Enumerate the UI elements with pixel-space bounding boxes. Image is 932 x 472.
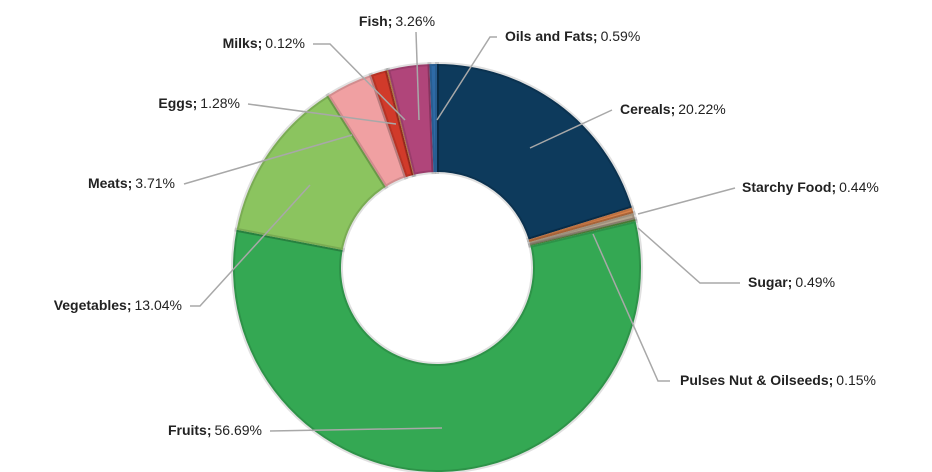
slice-value: 56.69%: [215, 422, 262, 438]
slice-name: Sugar;: [748, 274, 792, 290]
slice-name: Fruits;: [168, 422, 212, 438]
slice: [527, 216, 638, 249]
leader-line: [592, 233, 670, 382]
slice-value: 3.71%: [135, 175, 175, 191]
slice-value: 3.26%: [395, 13, 435, 29]
slice-name: Starchy Food;: [742, 179, 836, 195]
slice-value: 20.22%: [678, 101, 725, 117]
slice-value: 0.49%: [795, 274, 835, 290]
slice-label: Sugar; 0.49%: [748, 274, 835, 290]
slice-name: Eggs;: [158, 95, 197, 111]
leader-line: [529, 109, 613, 149]
slice-label: Fish; 3.26%: [359, 13, 435, 29]
slice-name: Pulses Nut & Oilseeds;: [680, 372, 833, 388]
leader-line: [190, 184, 311, 307]
slice: [325, 72, 409, 190]
slice-label: Cereals; 20.22%: [620, 101, 726, 117]
slice-value: 0.44%: [839, 179, 879, 195]
leader-line: [637, 187, 736, 215]
slice-value: 0.59%: [601, 28, 641, 44]
slice-name: Vegetables;: [54, 297, 132, 313]
slice-label: Vegetables; 13.04%: [54, 297, 182, 313]
slice-value: 1.28%: [200, 95, 240, 111]
leader-line: [183, 134, 353, 185]
leader-line: [415, 31, 420, 121]
slice: [385, 62, 436, 178]
slice-name: Milks;: [223, 35, 263, 51]
slice: [427, 61, 439, 175]
slice-label: Starchy Food; 0.44%: [742, 179, 879, 195]
leader-line: [436, 36, 497, 121]
slice: [384, 67, 417, 178]
slice-label: Eggs; 1.28%: [158, 95, 240, 111]
slice-label: Milks; 0.12%: [223, 35, 305, 51]
leader-line: [247, 103, 397, 125]
leader-line: [313, 43, 406, 121]
slice: [435, 61, 635, 243]
slice-name: Fish;: [359, 13, 392, 29]
slice-value: 0.12%: [265, 35, 305, 51]
slice-label: Fruits; 56.69%: [168, 422, 262, 438]
slice-label: Meats; 3.71%: [88, 175, 175, 191]
slice-value: 13.04%: [135, 297, 182, 313]
slice-value: 0.15%: [836, 372, 876, 388]
leader-line: [269, 427, 443, 432]
slice: [234, 92, 389, 253]
slice: [526, 205, 636, 245]
slice: [231, 218, 643, 472]
slice-label: Pulses Nut & Oilseeds; 0.15%: [680, 372, 876, 388]
slice-name: Cereals;: [620, 101, 675, 117]
slice-label: Oils and Fats; 0.59%: [505, 28, 640, 44]
leader-line: [637, 227, 740, 284]
slice-name: Meats;: [88, 175, 132, 191]
slice-name: Oils and Fats;: [505, 28, 598, 44]
